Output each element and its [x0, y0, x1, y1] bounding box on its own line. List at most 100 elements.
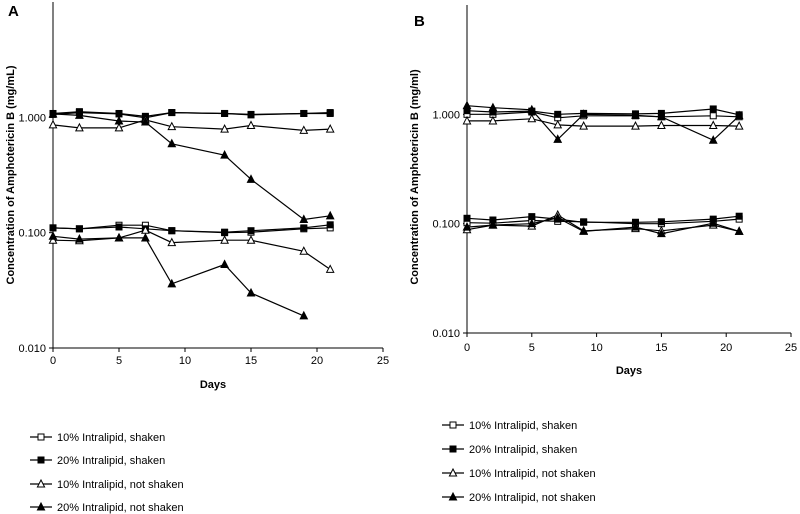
panel-b-data-point: [488, 102, 498, 112]
panel-a-series-line: [52, 224, 331, 233]
legend-label: 10% Intralipid, not shaken: [57, 479, 184, 491]
panel-a-data-point: [221, 109, 229, 117]
panel-b-data-point: [579, 109, 589, 118]
panel-b-data-point: [631, 222, 640, 231]
panel-a-data-point: [326, 109, 334, 117]
legend-marker: [448, 467, 458, 477]
panel-b-data-point: [709, 112, 717, 120]
panel-b-data-point: [656, 120, 666, 130]
panel-a-series-line: [52, 235, 305, 317]
panel-a-data-point: [49, 224, 57, 232]
legend-label: 20% Intralipid, shaken: [469, 444, 577, 456]
panel-a-data-point: [300, 224, 308, 232]
panel-a-data-point: [220, 150, 230, 159]
panel-a-y-tick-label: 0.010: [18, 343, 46, 355]
panel-b-data-point: [553, 119, 563, 129]
legend-marker: [448, 491, 458, 501]
panel-b-data-point: [488, 115, 498, 125]
legend-marker: [449, 421, 457, 429]
panel-a-data-point: [220, 235, 230, 244]
panel-a-data-point: [247, 227, 255, 235]
legend-marker: [36, 501, 46, 511]
panel-b-data-point: [656, 111, 666, 121]
panel-b-x-tick-label: 0: [464, 342, 470, 354]
panel-a-series-line: [52, 119, 331, 132]
panel-a-data-point: [299, 310, 309, 320]
legend-marker: [37, 433, 45, 441]
panel-b-data-point: [631, 121, 640, 130]
panel-a-data-point: [115, 109, 123, 117]
panel-a-data-point: [326, 221, 334, 229]
panel-a-x-tick-label: 5: [116, 355, 122, 367]
panel-a-data-point: [221, 228, 229, 236]
panel-b-label: B: [414, 13, 425, 30]
panel-b-x-tick-label: 15: [655, 342, 667, 354]
panel-a-data-point: [246, 174, 256, 183]
panel-a-data-point: [299, 125, 309, 134]
panel-b-series-line: [466, 214, 740, 232]
panel-a-y-tick-label: 1.000: [18, 112, 46, 124]
legend-label: 20% Intralipid, not shaken: [57, 502, 184, 514]
panel-b-data-point: [462, 222, 472, 231]
panel-a-label: A: [8, 3, 19, 20]
panel-a-legend: 10% Intralipid, shaken 20% Intralipid, sh…: [30, 432, 184, 514]
panel-b-series-line: [467, 118, 740, 127]
panel-a-data-point: [167, 278, 177, 288]
panel-a-data-point: [115, 223, 123, 231]
panel-a-data-point: [74, 233, 84, 243]
panel-b-data-point: [657, 218, 665, 226]
panel-a-data-point: [114, 122, 124, 132]
panel-a-data-point: [299, 246, 309, 255]
panel-a-series-line: [52, 229, 331, 270]
panel-b-chart: B Concentration of Amphotericin B (mg/ml…: [409, 5, 797, 377]
panel-a-data-point: [300, 109, 308, 117]
panel-a-data-point: [114, 115, 124, 125]
panel-b-data-point: [462, 100, 472, 110]
panel-a-data-point: [325, 210, 335, 220]
panel-b-data-point: [734, 110, 744, 120]
panel-a-x-tick-label: 25: [377, 355, 389, 367]
panel-a-data-point: [167, 138, 177, 148]
panel-a-data-point: [75, 225, 83, 233]
panel-a-data-point: [48, 231, 58, 240]
panel-a-data-point: [246, 235, 256, 244]
panel-a-x-tick-label: 10: [179, 355, 191, 367]
panel-b-data-point: [734, 121, 744, 130]
panel-a-data-point: [74, 110, 84, 119]
panel-b-ylabel: Concentration of Amphotericin B (mg/ml): [409, 69, 421, 285]
panel-b-y-tick-label: 0.100: [432, 219, 460, 231]
panel-b-xlabel: Days: [616, 365, 642, 377]
panel-a-data-point: [140, 232, 150, 242]
panel-b-data-point: [527, 218, 537, 228]
panel-a-data-point: [246, 120, 256, 129]
panel-b-data-point: [734, 226, 744, 235]
panel-b-data-point: [553, 134, 563, 143]
panel-b-x-tick-label: 10: [590, 342, 602, 354]
panel-a-y-tick-label: 0.100: [18, 228, 46, 240]
panel-a-chart: A Concentration of Amphotericin B (mg/mL…: [5, 2, 389, 391]
legend-label: 10% Intralipid, not shaken: [469, 468, 596, 480]
panel-b-y-tick-label: 1.000: [432, 109, 460, 121]
panel-a-data-point: [325, 124, 335, 133]
panel-b-data-point: [708, 218, 718, 227]
panel-b-x-tick-label: 20: [720, 342, 732, 354]
panel-a-data-point: [168, 227, 176, 235]
panel-b-data-point: [708, 120, 718, 130]
panel-a-data-point: [246, 287, 256, 297]
panel-b-x-tick-label: 25: [785, 342, 797, 354]
panel-a-data-point: [167, 121, 177, 131]
panel-a-data-point: [140, 116, 150, 126]
legend-marker: [36, 478, 46, 488]
panel-b-data-point: [580, 218, 588, 226]
panel-a-series-line: [52, 111, 331, 117]
panel-b-x-tick-label: 5: [529, 342, 535, 354]
panel-a-data-point: [299, 214, 309, 224]
panel-b-series-line: [466, 215, 740, 223]
panel-b-data-point: [527, 104, 537, 114]
legend-label: 20% Intralipid, shaken: [57, 455, 165, 467]
panel-a-ylabel: Concentration of Amphotericin B (mg/mL): [5, 65, 17, 284]
panel-b-series-line: [466, 105, 740, 141]
panel-b-data-point: [656, 228, 666, 238]
panel-a-x-tick-label: 20: [311, 355, 323, 367]
